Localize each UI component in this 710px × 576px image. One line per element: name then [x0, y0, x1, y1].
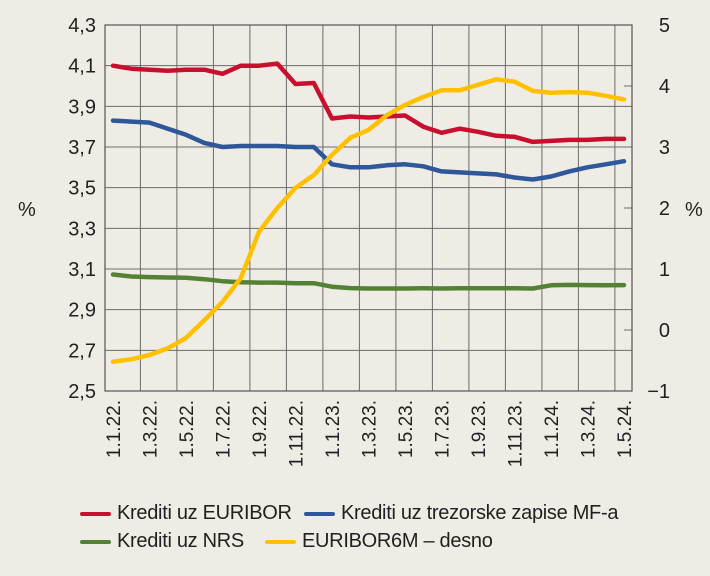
- left-tick-label: 2,7: [68, 340, 96, 362]
- left-tick-label: 4,3: [68, 15, 96, 37]
- right-tick-label: 2: [659, 198, 670, 220]
- x-tick-label: 1.7.22.: [214, 400, 235, 458]
- right-axis-ticks: 5 4 3 2 1 0 −1: [647, 15, 670, 403]
- right-tick-label: −1: [647, 381, 670, 403]
- left-tick-label: 2,5: [68, 381, 96, 403]
- right-axis-label: %: [685, 199, 703, 221]
- right-tick-label: 5: [659, 15, 670, 37]
- legend-label: Krediti uz trezorske zapise MF-a: [341, 502, 619, 524]
- series-line-0: [110, 61, 627, 145]
- left-axis-label: %: [18, 199, 36, 221]
- x-tick-label: 1.5.22.: [177, 400, 198, 458]
- legend-item-euribor: Krediti uz EURIBOR: [80, 502, 292, 525]
- x-tick-label: 1.1.22.: [104, 400, 125, 458]
- left-tick-label: 3,5: [68, 178, 96, 200]
- grid-lines: [105, 24, 632, 392]
- left-axis-ticks: 4,3 4,1 3,9 3,7 3,5 3,3 3,1 2,9 2,7 2,5: [68, 15, 96, 403]
- left-tick-label: 3,1: [68, 259, 96, 281]
- legend-swatch-nrs: [80, 539, 111, 544]
- legend-item-trezorski: Krediti uz trezorske zapise MF-a: [304, 502, 618, 525]
- legend-swatch-euribor: [80, 511, 111, 516]
- right-tick-label: 4: [659, 76, 670, 98]
- left-tick-label: 3,3: [68, 218, 96, 240]
- series-lines: [110, 61, 627, 364]
- x-tick-label: 1.3.23.: [360, 400, 381, 458]
- x-tick-label: 1.5.23.: [396, 400, 417, 458]
- x-tick-label: 1.3.24.: [579, 400, 600, 458]
- x-tick-label: 1.9.23.: [469, 400, 490, 458]
- legend-swatch-trezorski: [304, 511, 335, 516]
- left-tick-label: 2,9: [68, 300, 96, 322]
- left-tick-label: 4,1: [68, 56, 96, 78]
- right-tick-label: 1: [659, 259, 670, 281]
- legend-label: EURIBOR6M – desno: [302, 530, 493, 552]
- legend: Krediti uz EURIBOR Krediti uz trezorske …: [80, 502, 710, 562]
- x-tick-label: 1.1.24.: [542, 400, 563, 458]
- left-tick-label: 3,9: [68, 96, 96, 118]
- x-axis-ticks: 1.1.22. 1.3.22. 1.5.22. 1.7.22. 1.9.22. 1.11.…: [104, 400, 636, 467]
- legend-swatch-euribor6m: [265, 539, 296, 544]
- x-tick-label: 1.11.22.: [287, 400, 308, 467]
- plot-frame: [104, 24, 633, 392]
- x-tick-label: 1.7.23.: [433, 400, 454, 458]
- legend-label: Krediti uz EURIBOR: [117, 502, 292, 524]
- line-chart: 4,34,13,93,73,53,33,12,92,72,5 543210−1 …: [18, 15, 703, 467]
- x-tick-label: 1.3.22.: [141, 400, 162, 458]
- legend-item-nrs: Krediti uz NRS: [80, 530, 244, 553]
- right-tick-label: 0: [659, 320, 670, 342]
- plot-border: [104, 24, 633, 392]
- series-line-2: [110, 272, 627, 291]
- x-tick-label: 1.11.23.: [506, 400, 527, 467]
- legend-item-euribor6m: EURIBOR6M – desno: [265, 530, 493, 553]
- x-tick-label: 1.9.22.: [250, 400, 271, 458]
- x-tick-label: 1.1.23.: [323, 400, 344, 458]
- legend-label: Krediti uz NRS: [117, 530, 244, 552]
- series-line-1: [110, 118, 627, 182]
- right-tick-label: 3: [659, 137, 670, 159]
- left-tick-label: 3,7: [68, 137, 96, 159]
- series-line-3: [110, 77, 627, 364]
- x-tick-label: 1.5.24.: [615, 400, 636, 458]
